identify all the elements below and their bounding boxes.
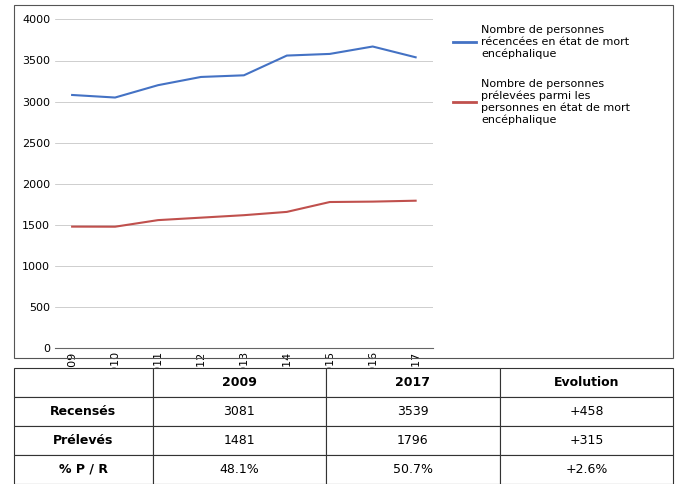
Legend: Nombre de personnes
récencées en état de mort
encéphalique, Nombre de personnes
: Nombre de personnes récencées en état de… (453, 25, 630, 125)
